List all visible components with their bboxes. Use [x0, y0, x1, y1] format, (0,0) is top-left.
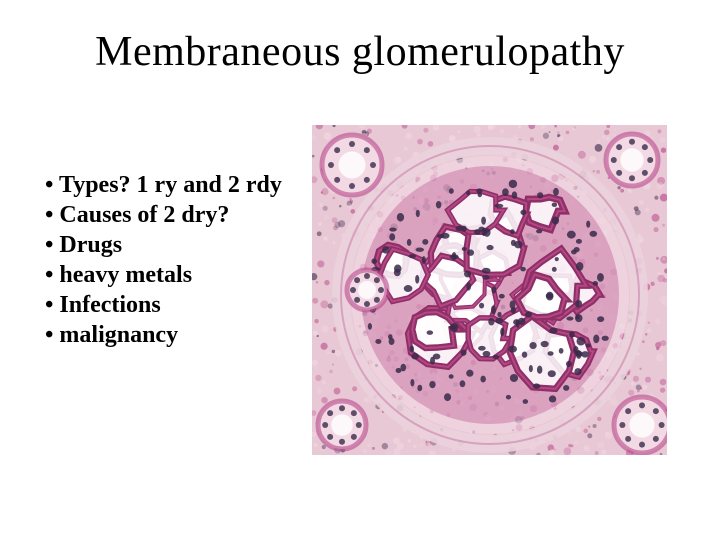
- bullet-heavy-metals: • heavy metals: [45, 260, 305, 290]
- slide-body: • Types? 1 ry and 2 rdy • Causes of 2 dr…: [45, 170, 305, 350]
- histology-image: [312, 125, 667, 455]
- slide-title: Membraneous glomerulopathy: [0, 28, 720, 76]
- bullet-infections: • Infections: [45, 290, 305, 320]
- bullet-types: • Types? 1 ry and 2 rdy: [45, 170, 305, 200]
- glomerulus-micrograph-icon: [312, 125, 667, 455]
- bullet-malignancy: • malignancy: [45, 320, 305, 350]
- slide: Membraneous glomerulopathy • Types? 1 ry…: [0, 0, 720, 540]
- bullet-causes: • Causes of 2 dry?: [45, 200, 305, 230]
- bullet-drugs: • Drugs: [45, 230, 305, 260]
